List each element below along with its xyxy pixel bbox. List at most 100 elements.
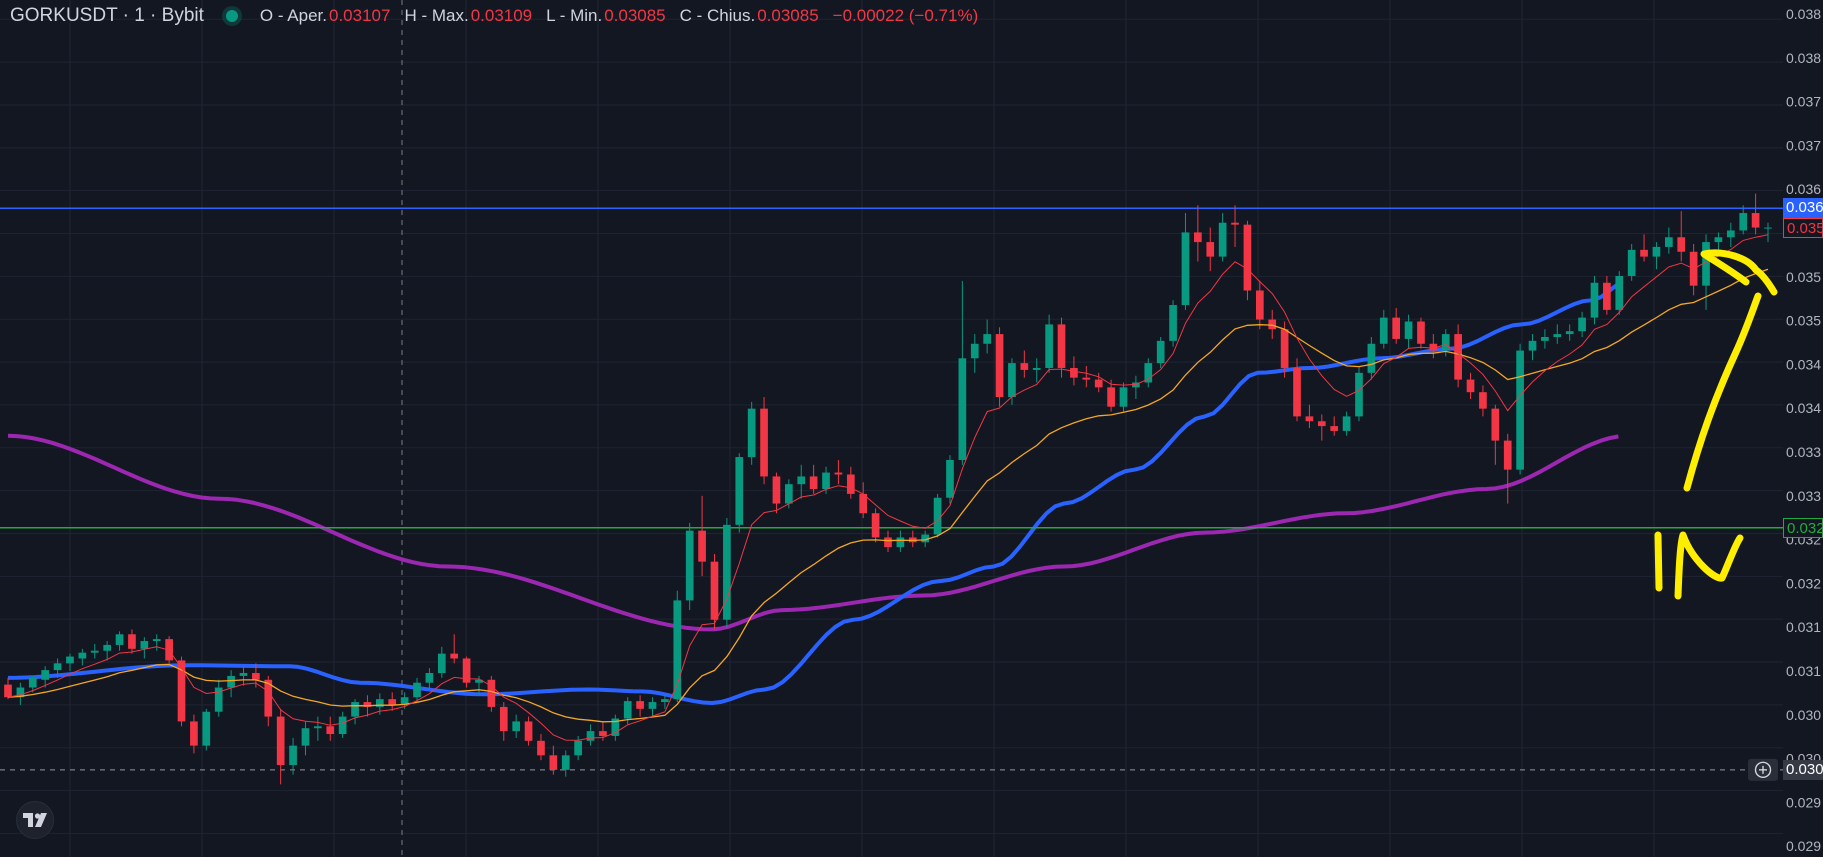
candle (735, 457, 744, 525)
price-tick-label: 0.032 (1786, 575, 1821, 591)
candle (1181, 232, 1190, 306)
candle (1578, 317, 1586, 332)
candle (549, 755, 558, 770)
candle (1243, 224, 1252, 291)
candle (574, 740, 582, 756)
candle (1479, 392, 1487, 409)
candle (1280, 329, 1289, 368)
candle (140, 641, 149, 649)
candle (1255, 290, 1264, 320)
candle (772, 476, 781, 504)
candle (1032, 367, 1041, 370)
candle (1702, 242, 1710, 286)
candle (1503, 440, 1512, 470)
candle (1751, 213, 1760, 228)
candle (28, 677, 37, 688)
candle (537, 740, 545, 756)
candle (1404, 321, 1413, 339)
candle (53, 663, 62, 671)
price-tick-label: 0.033 (1786, 488, 1821, 504)
candle (78, 652, 87, 659)
candle (1367, 343, 1376, 373)
candle (1119, 387, 1128, 407)
candle (785, 484, 793, 504)
crosshair-price-label: 0.030 (1783, 759, 1823, 780)
candle (1516, 350, 1524, 470)
candle (1677, 237, 1686, 252)
plus-icon[interactable] (1754, 761, 1772, 779)
candle (301, 728, 310, 746)
candle (239, 673, 248, 676)
price-axis[interactable] (1783, 0, 1823, 857)
candle (685, 530, 694, 601)
symbol-title[interactable]: GORKUSDT · 1 · Bybit (10, 5, 204, 26)
symbol-legend: GORKUSDT · 1 · Bybit O - Aper. 0.03107 H… (10, 5, 992, 27)
candle (1553, 334, 1562, 337)
candle (884, 537, 892, 548)
candle (388, 699, 397, 705)
candle (1454, 334, 1462, 380)
candle (177, 660, 186, 722)
candle (437, 653, 446, 674)
candle (1268, 319, 1277, 330)
candle (561, 755, 570, 770)
price-tick-label: 0.030 (1786, 707, 1821, 723)
price-tick-label: 0.031 (1786, 663, 1821, 679)
candle (487, 679, 496, 707)
candle (636, 701, 644, 709)
candle (1441, 334, 1450, 351)
candle (1231, 222, 1239, 225)
price-tick-label: 0.029 (1786, 794, 1821, 810)
price-tick-label: 0.035 (1786, 313, 1821, 329)
close-label: C - Chius. (679, 6, 756, 25)
candle (797, 476, 806, 485)
candle (128, 634, 136, 649)
candle (41, 670, 50, 680)
candle (400, 697, 409, 705)
candle (760, 408, 768, 477)
candle (1045, 324, 1053, 368)
candle (661, 699, 669, 703)
candle (264, 679, 273, 717)
candle (227, 675, 235, 688)
candle (1107, 387, 1115, 407)
candle (623, 701, 632, 719)
candle (351, 702, 359, 717)
candle (1293, 367, 1301, 417)
candle (66, 656, 74, 664)
candle (512, 721, 521, 732)
price-tick-label: 0.037 (1786, 137, 1821, 153)
price-tick-label: 0.033 (1786, 444, 1821, 460)
price-tick-label: 0.034 (1786, 400, 1821, 416)
candle (1132, 382, 1140, 388)
candle (115, 634, 124, 645)
candle (1057, 324, 1066, 368)
candle (747, 408, 756, 458)
candle (586, 731, 595, 741)
candle (723, 524, 731, 620)
candle (1764, 227, 1772, 229)
arrow-head-icon (1700, 249, 1778, 296)
resistance-price-label: 0.036 (1783, 198, 1823, 219)
current-price-label: 0.035 (1783, 217, 1823, 238)
candle (1082, 377, 1091, 380)
candle (1144, 363, 1153, 383)
candle (214, 687, 223, 712)
price-tick-label: 0.038 (1786, 50, 1821, 66)
open-value: 0.03107 (329, 6, 391, 25)
annotation-letter-i (1654, 531, 1663, 592)
candle (252, 673, 260, 680)
candle (524, 721, 533, 741)
candle (1528, 340, 1537, 351)
candle (1156, 340, 1165, 364)
candle (1094, 379, 1103, 388)
candle (338, 716, 347, 735)
high-label: H - Max. (404, 6, 469, 25)
price-tick-label: 0.038 (1786, 6, 1821, 22)
market-status-icon[interactable] (225, 10, 238, 22)
tradingview-logo-icon[interactable] (16, 801, 54, 839)
candle (1627, 249, 1636, 276)
candle (809, 476, 818, 490)
